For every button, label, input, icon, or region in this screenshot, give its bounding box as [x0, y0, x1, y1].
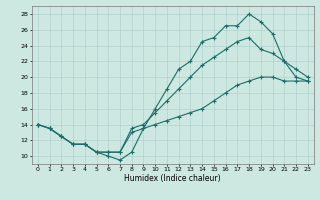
X-axis label: Humidex (Indice chaleur): Humidex (Indice chaleur) — [124, 174, 221, 183]
